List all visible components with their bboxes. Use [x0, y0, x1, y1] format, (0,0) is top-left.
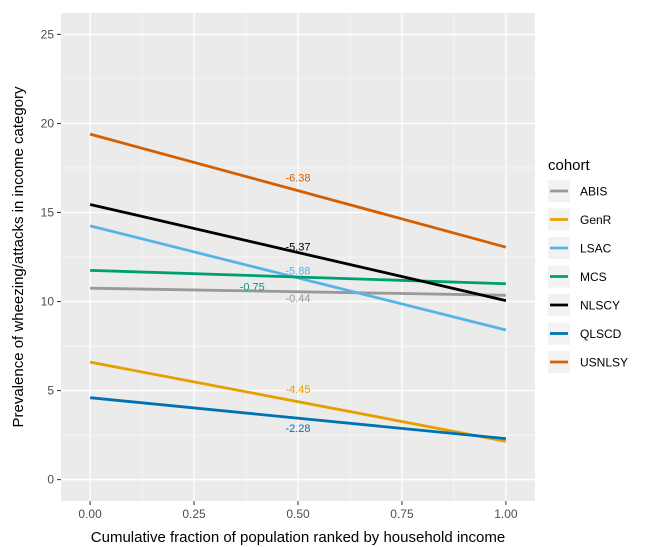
- legend-items: ABIS GenR LSAC MCS NLSCY QLSCD USNLSY: [548, 180, 628, 373]
- annotation-qlscd: -2.28: [285, 423, 310, 435]
- y-tick-label: 0: [47, 473, 54, 487]
- legend-label-qlscd: QLSCD: [580, 327, 622, 341]
- series-line-genr: [89, 360, 507, 443]
- annotation-genr: -4.45: [285, 384, 310, 396]
- x-tick-label: 0.75: [390, 507, 414, 521]
- y-tick-label: 15: [41, 205, 55, 219]
- x-tick-label: 0.00: [78, 507, 102, 521]
- annotation-abis: -0.44: [285, 293, 310, 305]
- legend-label-genr: GenR: [580, 213, 612, 227]
- legend-title: cohort: [548, 157, 591, 174]
- x-tick-label: 1.00: [494, 507, 518, 521]
- annotation-mcs: -0.75: [240, 281, 265, 293]
- series-line-mcs: [90, 268, 506, 286]
- annotation-lsac: -5.88: [285, 265, 310, 277]
- legend-label-abis: ABIS: [580, 185, 607, 199]
- y-tick-label: 10: [41, 295, 55, 309]
- y-tick-label: 20: [41, 116, 55, 130]
- legend: cohort ABIS GenR LSAC MCS NLSCY QLSCD USNLSY: [548, 157, 628, 373]
- series-line-qlscd: [89, 396, 507, 441]
- legend-label-usnlsy: USNLSY: [580, 356, 628, 370]
- annotations: -0.44 -4.45 -5.88 -0.75 -5.37 -2.28 -6.38: [240, 173, 311, 435]
- series-line-abis: [90, 286, 506, 297]
- x-axis-title: Cumulative fraction of population ranked…: [91, 529, 505, 546]
- series-line-usnlsy: [89, 132, 507, 249]
- series-lines: [89, 132, 507, 443]
- x-axis: 0.00 0.25 0.50 0.75 1.00: [78, 501, 518, 521]
- legend-label-lsac: LSAC: [580, 242, 612, 256]
- y-tick-label: 25: [41, 27, 55, 41]
- y-axis-title: Prevalence of wheezing/attacks in income…: [10, 86, 27, 428]
- annotation-usnlsy: -6.38: [285, 173, 310, 185]
- grid-major: [61, 13, 535, 501]
- y-tick-label: 5: [47, 384, 54, 398]
- legend-label-mcs: MCS: [580, 270, 607, 284]
- annotation-nlscy: -5.37: [285, 241, 310, 253]
- legend-label-nlscy: NLSCY: [580, 299, 620, 313]
- x-tick-label: 0.25: [182, 507, 206, 521]
- series-line-nlscy: [89, 203, 507, 302]
- y-axis: 0 5 10 15 20 25: [41, 27, 61, 487]
- x-tick-label: 0.50: [286, 507, 310, 521]
